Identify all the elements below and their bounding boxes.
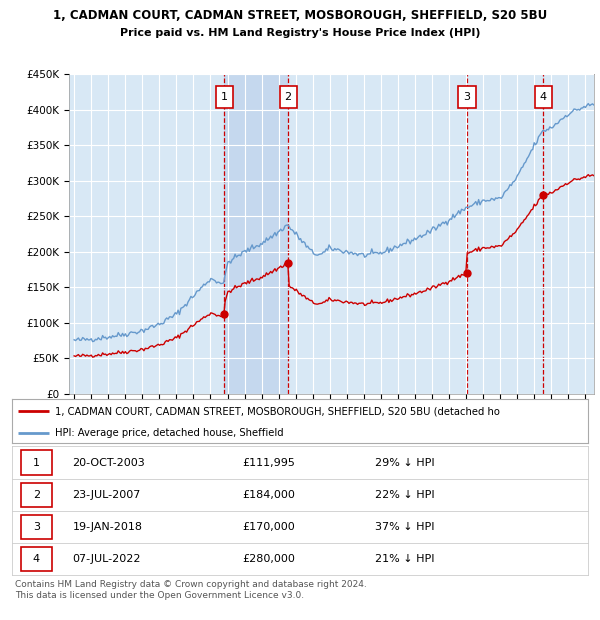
Text: 19-JAN-2018: 19-JAN-2018	[73, 522, 142, 532]
Bar	[215, 86, 233, 108]
Bar	[20, 482, 52, 507]
Text: £184,000: £184,000	[242, 490, 295, 500]
Bar	[535, 86, 552, 108]
Text: 3: 3	[33, 522, 40, 532]
Text: £170,000: £170,000	[242, 522, 295, 532]
Text: Price paid vs. HM Land Registry's House Price Index (HPI): Price paid vs. HM Land Registry's House …	[120, 28, 480, 38]
Text: 3: 3	[464, 92, 470, 102]
Text: 22% ↓ HPI: 22% ↓ HPI	[375, 490, 434, 500]
Text: £111,995: £111,995	[242, 458, 295, 467]
Text: 37% ↓ HPI: 37% ↓ HPI	[375, 522, 434, 532]
Text: 4: 4	[33, 554, 40, 564]
Text: 20-OCT-2003: 20-OCT-2003	[73, 458, 145, 467]
Text: HPI: Average price, detached house, Sheffield: HPI: Average price, detached house, Shef…	[55, 428, 284, 438]
Bar	[20, 450, 52, 475]
Bar	[458, 86, 476, 108]
Text: 1: 1	[221, 92, 227, 102]
Text: 07-JUL-2022: 07-JUL-2022	[73, 554, 141, 564]
Text: 1: 1	[33, 458, 40, 467]
Bar	[224, 74, 288, 394]
Text: 23-JUL-2007: 23-JUL-2007	[73, 490, 141, 500]
Text: 1, CADMAN COURT, CADMAN STREET, MOSBOROUGH, SHEFFIELD, S20 5BU (detached ho: 1, CADMAN COURT, CADMAN STREET, MOSBOROU…	[55, 406, 500, 416]
Text: 29% ↓ HPI: 29% ↓ HPI	[375, 458, 434, 467]
Bar	[20, 547, 52, 572]
Text: 4: 4	[539, 92, 547, 102]
Text: 2: 2	[284, 92, 292, 102]
Bar	[280, 86, 296, 108]
Text: 21% ↓ HPI: 21% ↓ HPI	[375, 554, 434, 564]
Text: 1, CADMAN COURT, CADMAN STREET, MOSBOROUGH, SHEFFIELD, S20 5BU: 1, CADMAN COURT, CADMAN STREET, MOSBOROU…	[53, 9, 547, 22]
Text: £280,000: £280,000	[242, 554, 295, 564]
Bar	[20, 515, 52, 539]
Text: Contains HM Land Registry data © Crown copyright and database right 2024.
This d: Contains HM Land Registry data © Crown c…	[15, 580, 367, 600]
Text: 2: 2	[33, 490, 40, 500]
